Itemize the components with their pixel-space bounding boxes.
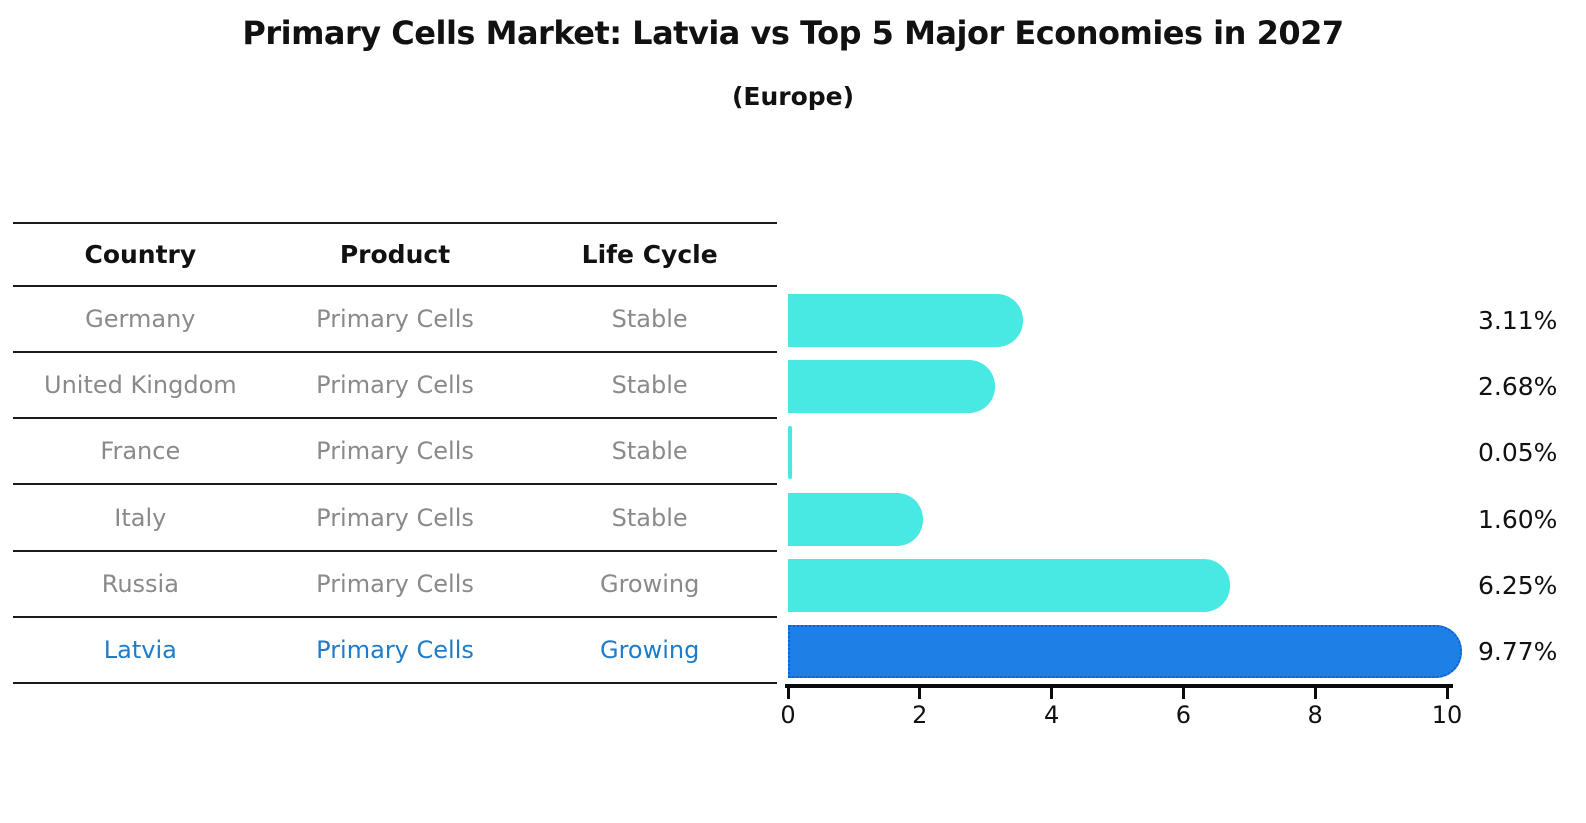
x-axis-tick-label: 8 [1307, 701, 1323, 729]
product-cell: Primary Cells [316, 635, 474, 664]
table-header-product: Product [339, 240, 451, 269]
x-axis-tick [1050, 688, 1054, 699]
value-label: 9.77% [1478, 637, 1558, 667]
life-cycle-cell: Stable [611, 437, 688, 466]
x-axis-tick [786, 688, 790, 699]
country-cell: Germany [85, 305, 196, 334]
bar-value-labels: 3.11% 2.68% 0.05% 1.60% 6.25% 9.77% [1478, 287, 1586, 685]
country-cell: Italy [114, 503, 167, 532]
life-cycle-cell: Stable [611, 371, 688, 400]
x-axis-tick-label: 6 [1175, 701, 1192, 729]
table-row: Latvia Primary Cells Growing [13, 618, 777, 684]
table-row: United Kingdom Primary Cells Stable [13, 353, 777, 420]
chart-subtitle: (Europe) [731, 82, 855, 111]
product-cell: Primary Cells [316, 305, 474, 334]
table-header-row: Country Product Life Cycle [13, 222, 777, 287]
table-row: France Primary Cells Stable [13, 419, 777, 486]
value-label: 3.11% [1478, 305, 1558, 335]
bar-germany [788, 293, 1023, 347]
bar-france [788, 426, 792, 480]
value-label: 6.25% [1478, 570, 1558, 600]
table-row: Russia Primary Cells Growing [13, 552, 777, 618]
product-cell: Primary Cells [316, 503, 474, 532]
country-cell: Russia [101, 569, 179, 598]
country-table: Country Product Life Cycle Germany Prima… [13, 222, 777, 684]
life-cycle-cell: Stable [611, 503, 688, 532]
country-cell: France [100, 437, 181, 466]
x-axis-tick [1313, 688, 1317, 699]
bar-italy [788, 492, 924, 546]
chart-title: Primary Cells Market: Latvia vs Top 5 Ma… [242, 14, 1344, 52]
value-label: 1.60% [1478, 504, 1558, 534]
bar-chart-area [788, 287, 1488, 685]
value-label: 0.05% [1478, 438, 1558, 468]
product-cell: Primary Cells [316, 569, 474, 598]
x-axis-line [785, 684, 1453, 688]
table-row: Italy Primary Cells Stable [13, 485, 777, 552]
life-cycle-cell: Growing [599, 635, 700, 664]
product-cell: Primary Cells [316, 371, 474, 400]
bar-united-kingdom [788, 359, 995, 413]
x-axis-tick [1181, 688, 1185, 699]
bar-latvia [788, 625, 1462, 679]
life-cycle-cell: Growing [599, 569, 700, 598]
x-axis-tick [918, 688, 922, 699]
table-row: Germany Primary Cells Stable [13, 287, 777, 354]
x-axis-tick-label: 10 [1431, 701, 1463, 729]
x-axis-tick-label: 0 [780, 701, 796, 729]
x-axis-tick-label: 4 [1043, 701, 1060, 729]
life-cycle-cell: Stable [611, 305, 688, 334]
table-header-country: Country [84, 240, 197, 269]
x-axis-tick [1445, 688, 1449, 699]
product-cell: Primary Cells [316, 437, 474, 466]
table-header-life-cycle: Life Cycle [581, 240, 718, 269]
country-cell: Latvia [103, 635, 177, 664]
bar-russia [788, 558, 1230, 612]
value-label: 2.68% [1478, 371, 1558, 401]
country-cell: United Kingdom [44, 371, 237, 400]
x-axis-tick-label: 2 [912, 701, 928, 729]
